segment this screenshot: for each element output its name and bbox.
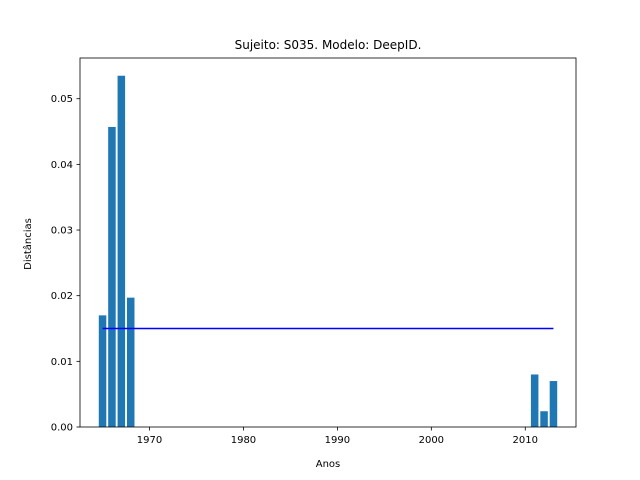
bar-1968 xyxy=(126,297,135,427)
y-tick-label: 0.01 xyxy=(51,357,73,368)
bar-1966 xyxy=(108,126,116,427)
y-axis-title: Distâncias xyxy=(22,218,34,270)
x-tick-label: 1970 xyxy=(137,435,162,446)
x-tick-label: 1980 xyxy=(231,435,256,446)
x-tick-label: 1990 xyxy=(325,435,350,446)
bar-1967 xyxy=(117,75,126,428)
y-tick-label: 0.05 xyxy=(51,94,73,105)
x-tick-label: 2000 xyxy=(419,435,444,446)
y-tick-label: 0.00 xyxy=(51,423,73,434)
y-tick-label: 0.03 xyxy=(51,226,73,237)
x-tick-label: 2010 xyxy=(513,435,538,446)
y-tick-label: 0.04 xyxy=(51,160,73,171)
x-axis-title: Anos xyxy=(316,459,341,470)
plot-area: 1970 1980 1990 2000 2010 0.00 0.01 0.02 0.03 0.04… xyxy=(51,57,577,446)
bar-2012 xyxy=(540,411,548,427)
bar-2013 xyxy=(549,381,558,427)
chart-title: Sujeito: S035. Modelo: DeepID. xyxy=(235,38,422,52)
y-tick-label: 0.02 xyxy=(51,291,73,302)
bar-2011 xyxy=(530,374,539,427)
bar-1965 xyxy=(98,315,107,427)
axes-frame xyxy=(79,57,577,428)
